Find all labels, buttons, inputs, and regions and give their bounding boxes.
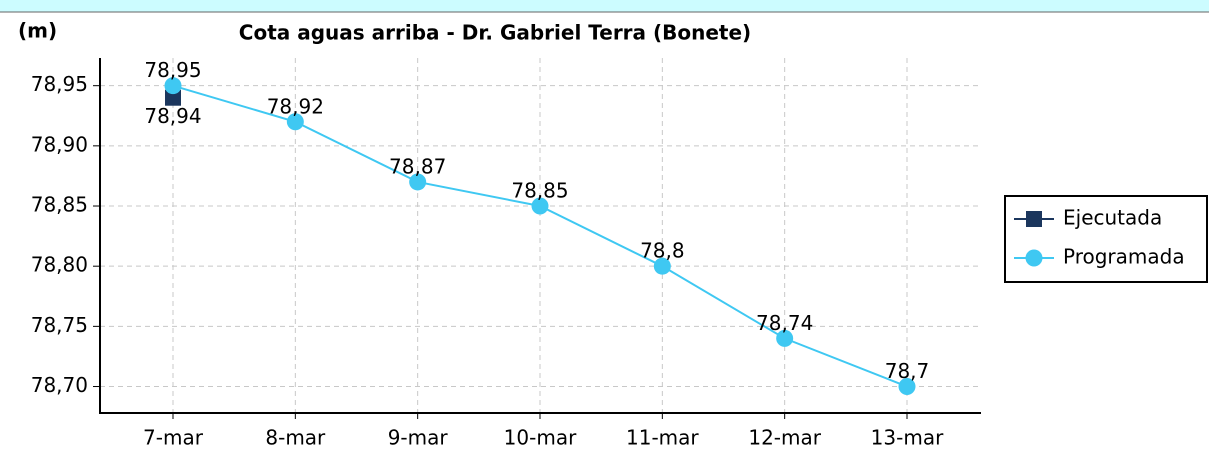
- legend-label: Ejecutada: [1063, 206, 1162, 230]
- x-tick-label: 7-mar: [143, 426, 204, 450]
- x-tick-label: 13-mar: [871, 426, 944, 450]
- data-point: [776, 329, 794, 347]
- y-tick-label: 78,70: [31, 373, 88, 397]
- data-label: 78,92: [267, 94, 324, 118]
- data-point: [898, 378, 916, 396]
- data-point: [164, 77, 182, 95]
- data-point: [653, 257, 671, 275]
- data-point: [531, 197, 549, 215]
- grid: [100, 58, 980, 413]
- chart-title: Cota aguas arriba - Dr. Gabriel Terra (B…: [239, 21, 751, 45]
- x-tick-label: 11-mar: [626, 426, 699, 450]
- legend-box: [1004, 195, 1208, 283]
- y-tick-label: 78,90: [31, 132, 88, 156]
- top-band: [0, 0, 1209, 12]
- y-tick-label: 78,85: [31, 193, 88, 217]
- x-tick-label: 10-mar: [504, 426, 577, 450]
- data-label: 78,87: [389, 154, 446, 178]
- legend-marker: [1026, 211, 1042, 227]
- data-label: 78,95: [144, 58, 201, 82]
- y-axis-label: (m): [18, 19, 57, 43]
- data-label: 78,85: [511, 179, 568, 203]
- legend-marker: [1025, 249, 1043, 267]
- y-tick-label: 78,95: [31, 72, 88, 96]
- x-tick-label: 8-mar: [265, 426, 326, 450]
- data-label: 78,7: [885, 359, 930, 383]
- x-tick-label: 12-mar: [748, 426, 821, 450]
- y-tick-label: 78,80: [31, 253, 88, 277]
- plot: 78,94 78,95 78,92 78,87 78,85 78,8 78,74 78,7: [144, 58, 930, 396]
- data-point: [409, 173, 427, 191]
- x-tick-label: 9-mar: [388, 426, 449, 450]
- data-label: 78,74: [756, 311, 813, 335]
- legend-label: Programada: [1063, 245, 1185, 269]
- data-point: [165, 89, 181, 106]
- data-point: [286, 113, 304, 131]
- legend: Ejecutada Programada: [1014, 206, 1185, 269]
- data-label: 78,94: [144, 104, 201, 128]
- y-tick-label: 78,75: [31, 313, 88, 337]
- data-label: 78,8: [640, 239, 685, 263]
